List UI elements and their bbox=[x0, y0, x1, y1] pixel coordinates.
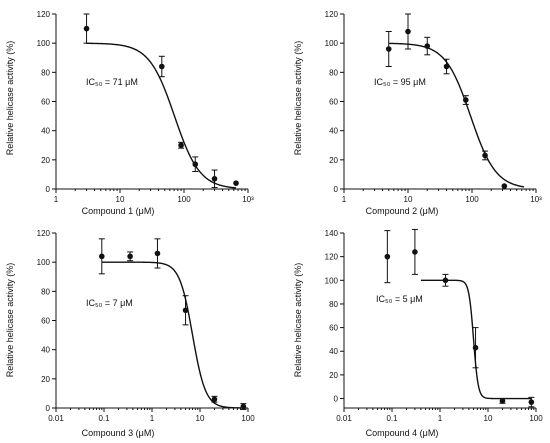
y-tick-label: 0 bbox=[334, 395, 339, 404]
y-tick-label: 60 bbox=[329, 324, 338, 333]
fit-curve bbox=[388, 42, 525, 188]
y-tick-label: 100 bbox=[37, 258, 51, 267]
panel-compound-3: Relative helicase activity (%) Compound … bbox=[5, 263, 154, 438]
y-tick-label: 20 bbox=[329, 156, 338, 165]
y-tick-label: 120 bbox=[37, 10, 51, 19]
x-tick-label: 1 bbox=[438, 414, 443, 423]
panel-4-ylabel: Relative helicase activity (%) bbox=[293, 263, 303, 378]
data-point bbox=[83, 25, 90, 32]
x-tick-label: 0.01 bbox=[336, 414, 352, 423]
panel-3-ylabel: Relative helicase activity (%) bbox=[5, 263, 15, 378]
panel-compound-1: Relative helicase activity (%) Compound … bbox=[5, 41, 154, 216]
panel-1-ic50-annotation: IC₅₀ = 71 μM bbox=[86, 77, 138, 87]
y-tick-label: 80 bbox=[41, 287, 50, 296]
fit-curve bbox=[420, 279, 532, 400]
y-tick-label: 40 bbox=[41, 127, 50, 136]
x-tick-label: 0.01 bbox=[48, 414, 64, 423]
data-point bbox=[240, 403, 247, 410]
data-point bbox=[127, 253, 133, 260]
panel-2-xlabel: Compound 2 (μM) bbox=[366, 206, 439, 216]
x-tick-label: 10 bbox=[404, 195, 413, 204]
y-tick-label: 120 bbox=[37, 229, 51, 238]
y-tick-label: 120 bbox=[325, 10, 339, 19]
data-point bbox=[154, 250, 161, 257]
x-tick-label: 100 bbox=[241, 414, 255, 423]
data-point bbox=[443, 63, 450, 70]
data-point bbox=[499, 398, 506, 404]
y-tick-label: 60 bbox=[41, 98, 50, 107]
y-tick-label: 100 bbox=[325, 39, 339, 48]
y-tick-label: 100 bbox=[37, 39, 51, 48]
x-tick-label: 10 bbox=[116, 195, 125, 204]
y-tick-label: 140 bbox=[325, 229, 339, 238]
data-point bbox=[442, 277, 449, 284]
data-point bbox=[178, 142, 184, 149]
panel-compound-4: Relative helicase activity (%) Compound … bbox=[293, 263, 438, 438]
y-tick-label: 20 bbox=[41, 375, 50, 384]
data-point bbox=[182, 307, 189, 314]
data-point bbox=[462, 97, 469, 103]
y-tick-label: 120 bbox=[325, 253, 339, 262]
y-tick-label: 80 bbox=[41, 68, 50, 77]
panel-1-ylabel: Relative helicase activity (%) bbox=[5, 41, 15, 156]
y-tick-label: 80 bbox=[329, 300, 338, 309]
y-tick-label: 0 bbox=[46, 404, 51, 413]
y-tick-label: 20 bbox=[329, 371, 338, 380]
data-point bbox=[159, 63, 165, 70]
data-point bbox=[412, 249, 418, 255]
x-tick-label: 1 bbox=[342, 195, 347, 204]
panel-2-ic50-annotation: IC₅₀ = 95 μM bbox=[374, 77, 426, 87]
y-tick-label: 20 bbox=[41, 156, 50, 165]
y-tick-label: 40 bbox=[41, 346, 50, 355]
x-tick-label: 0.1 bbox=[98, 414, 110, 423]
data-point bbox=[472, 344, 479, 351]
data-point bbox=[385, 46, 392, 52]
data-point bbox=[192, 161, 199, 168]
data-point bbox=[384, 253, 391, 260]
y-tick-label: 60 bbox=[41, 317, 50, 326]
data-point bbox=[233, 180, 239, 186]
panel-2-ylabel: Relative helicase activity (%) bbox=[293, 41, 303, 156]
plot-area-4: 0 20 40 60 80 100 120 140 0.01 0.1 1 10 100 bbox=[325, 228, 543, 423]
x-tick-label: 0.1 bbox=[386, 414, 398, 423]
y-tick-label: 40 bbox=[329, 347, 338, 356]
data-point bbox=[501, 183, 508, 189]
x-tick-label: 10 bbox=[196, 414, 205, 423]
y-tick-label: 0 bbox=[46, 185, 51, 194]
x-tick-label: 100 bbox=[465, 195, 479, 204]
panel-4-ic50-annotation: IC₅₀ = 5 μM bbox=[376, 294, 423, 304]
y-tick-label: 60 bbox=[329, 98, 338, 107]
x-tick-label: 1 bbox=[150, 414, 155, 423]
y-tick-label: 0 bbox=[334, 185, 339, 194]
data-point bbox=[424, 43, 431, 49]
data-point bbox=[211, 396, 218, 403]
data-point bbox=[528, 399, 535, 405]
panel-3-ic50-annotation: IC₅₀ = 7 μM bbox=[86, 298, 133, 308]
panel-4-xlabel: Compound 4 (μM) bbox=[366, 428, 439, 438]
data-point bbox=[99, 253, 105, 260]
x-tick-label: 100 bbox=[177, 195, 191, 204]
data-point bbox=[211, 175, 218, 182]
x-tick-label: 10³ bbox=[530, 195, 542, 204]
fit-curve bbox=[86, 42, 237, 189]
panel-3-xlabel: Compound 3 (μM) bbox=[82, 428, 155, 438]
plot-area-3: 0 20 40 60 80 100 120 0.01 0.1 1 10 100 bbox=[37, 229, 256, 423]
x-tick-label: 1 bbox=[54, 195, 59, 204]
x-tick-label: 100 bbox=[529, 414, 543, 423]
panel-1-xlabel: Compound 1 (μM) bbox=[82, 206, 155, 216]
data-point bbox=[405, 28, 411, 35]
y-tick-label: 100 bbox=[325, 276, 339, 285]
y-tick-label: 40 bbox=[329, 127, 338, 136]
x-tick-label: 10 bbox=[484, 414, 493, 423]
y-tick-label: 80 bbox=[329, 68, 338, 77]
fit-curve bbox=[101, 261, 244, 409]
x-tick-label: 10³ bbox=[242, 195, 254, 204]
data-point bbox=[482, 152, 488, 159]
panel-compound-2: Relative helicase activity (%) Compound … bbox=[293, 41, 438, 216]
